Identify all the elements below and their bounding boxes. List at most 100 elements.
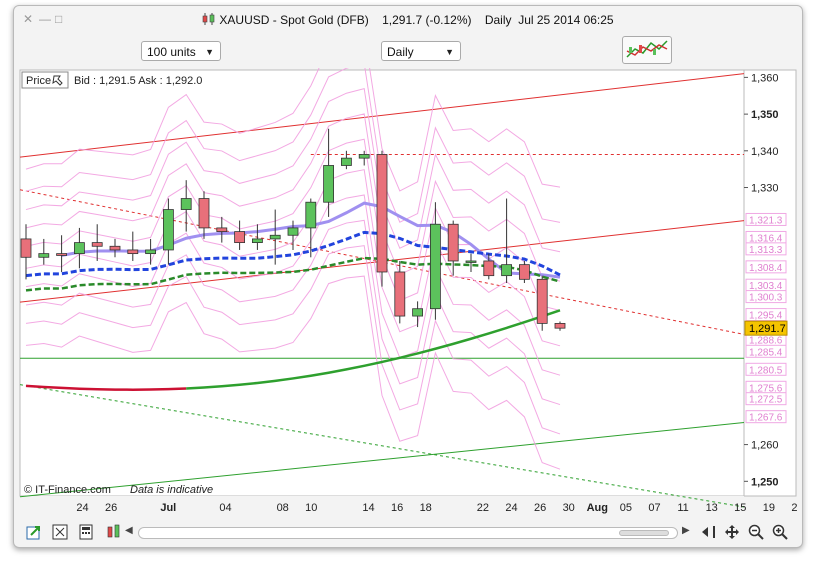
candle-down <box>216 227 228 232</box>
time-scrollbar[interactable] <box>138 527 678 539</box>
support-dashed-line <box>19 384 745 508</box>
y-tick-label: 1,260 <box>751 440 779 452</box>
x-tick-label: 21 <box>791 502 798 514</box>
band-line <box>25 245 561 435</box>
x-tick-label: Jul <box>160 502 176 514</box>
bottom-toolbar: ◀ ▶ <box>14 520 802 546</box>
indicators-button[interactable] <box>622 36 672 64</box>
candle-up <box>145 249 156 255</box>
band-line <box>25 219 561 406</box>
x-tick-label: 14 <box>362 502 374 514</box>
export-icon[interactable] <box>26 524 42 540</box>
x-tick-label: 24 <box>76 502 88 514</box>
candles-icon[interactable] <box>106 524 122 540</box>
x-tick-label: 22 <box>477 502 489 514</box>
chart-window: ✕ — □ XAUUSD - Spot Gold (DFB) 1,291.7 (… <box>13 5 803 548</box>
band-value-label: 1,272.5 <box>749 395 783 406</box>
band-value-label: 1,308.4 <box>749 263 783 274</box>
candle-up <box>305 201 317 229</box>
price-info-label: Price <box>26 75 51 87</box>
band-value-box <box>745 212 787 226</box>
band-value-label: 1,321.3 <box>749 215 783 226</box>
band-value-label: 1,303.4 <box>749 281 783 292</box>
band-value-label: 1,267.6 <box>749 413 783 424</box>
x-tick-label: 08 <box>277 502 289 514</box>
fullscreen-icon[interactable] <box>724 524 740 540</box>
zoom-out-icon[interactable] <box>748 524 764 540</box>
band-line <box>25 113 561 282</box>
trend-lines <box>19 73 745 508</box>
candle-up <box>501 264 513 277</box>
candle-up <box>251 238 263 244</box>
y-tick-label: 1,250 <box>751 476 779 488</box>
candle-down <box>376 154 388 273</box>
candle-down <box>554 322 566 329</box>
current-price-box <box>744 320 788 336</box>
maximize-icon[interactable]: □ <box>55 12 63 26</box>
candlestick-icon <box>203 13 215 25</box>
candle-down <box>127 249 139 255</box>
minimize-icon[interactable]: — <box>39 12 51 26</box>
period-select[interactable]: Daily ▼ <box>381 41 461 61</box>
band-value-box <box>745 344 787 358</box>
candle-down <box>109 245 121 251</box>
move-left-icon[interactable] <box>700 524 716 540</box>
timestamp: Jul 25 2014 06:25 <box>518 13 614 27</box>
candle-up <box>162 209 174 251</box>
x-tick-label: 13 <box>706 502 718 514</box>
close-icon[interactable]: ✕ <box>23 12 34 26</box>
candle-down <box>20 238 32 258</box>
x-tick-label: 10 <box>305 502 317 514</box>
zoom-fit-icon[interactable] <box>52 524 68 540</box>
units-select[interactable]: 100 units ▼ <box>141 41 221 61</box>
disclaimer-label: Data is indicative <box>130 484 213 496</box>
y-axis-labels: 1,360 1,350 1,340 1,330 1,260 1,250 1,321.3 1,3… <box>744 72 788 488</box>
candle-down <box>198 198 210 229</box>
instrument-title: XAUUSD - Spot Gold (DFB) <box>219 13 369 27</box>
candle-up <box>412 308 424 317</box>
y-tick-label: 1,340 <box>751 146 779 158</box>
y-tick-label: 1,360 <box>751 72 779 84</box>
candle-down <box>483 260 495 277</box>
candle-up <box>465 260 477 263</box>
candle-down <box>447 223 459 262</box>
candle-up <box>287 227 299 236</box>
band-value-label: 1,316.4 <box>749 233 783 244</box>
band-line <box>25 87 561 253</box>
band-value-box <box>745 410 787 424</box>
ma-green-line <box>186 309 561 390</box>
chevron-down-icon: ▼ <box>205 47 214 57</box>
band-value-box <box>745 392 787 406</box>
chart-area[interactable]: 1,360 1,350 1,340 1,330 1,260 1,250 1,321.3 1,3… <box>18 32 802 518</box>
x-tick-label: 19 <box>763 502 775 514</box>
zoom-in-icon[interactable] <box>772 524 788 540</box>
scroll-right-icon[interactable]: ▶ <box>682 525 690 536</box>
band-line <box>25 194 561 376</box>
x-tick-label: 07 <box>648 502 660 514</box>
chevron-down-icon: ▼ <box>445 47 454 57</box>
calculator-icon[interactable] <box>78 524 94 540</box>
price-chart[interactable]: 1,360 1,350 1,340 1,330 1,260 1,250 1,321.3 1,3… <box>18 32 802 518</box>
x-tick-label: 26 <box>534 502 546 514</box>
band-value-box <box>745 362 787 376</box>
x-tick-label: 05 <box>620 502 632 514</box>
y-tick-label: 1,350 <box>751 109 779 121</box>
band-value-label: 1,300.3 <box>749 293 783 304</box>
candle-up <box>74 242 85 255</box>
scrollbar-thumb[interactable] <box>619 530 669 536</box>
band-value-label: 1,280.5 <box>749 365 783 376</box>
current-price-label: 1,291.7 <box>749 323 786 335</box>
x-tick-label: 30 <box>563 502 575 514</box>
indicator-chart-icon <box>626 40 668 58</box>
scroll-left-icon[interactable]: ◀ <box>125 525 133 536</box>
candle-up <box>180 198 192 210</box>
band-value-label: 1,275.6 <box>749 383 783 394</box>
x-tick-label: 18 <box>420 502 432 514</box>
band-line <box>25 275 561 470</box>
x-tick-label: Aug <box>587 502 608 514</box>
bid-ask-label: Bid : 1,291.5 Ask : 1,292.0 <box>74 75 202 87</box>
channel-upper-line <box>19 73 745 158</box>
candle-down <box>394 271 406 317</box>
candle-down <box>518 264 530 280</box>
band-value-label: 1,295.4 <box>749 311 783 322</box>
